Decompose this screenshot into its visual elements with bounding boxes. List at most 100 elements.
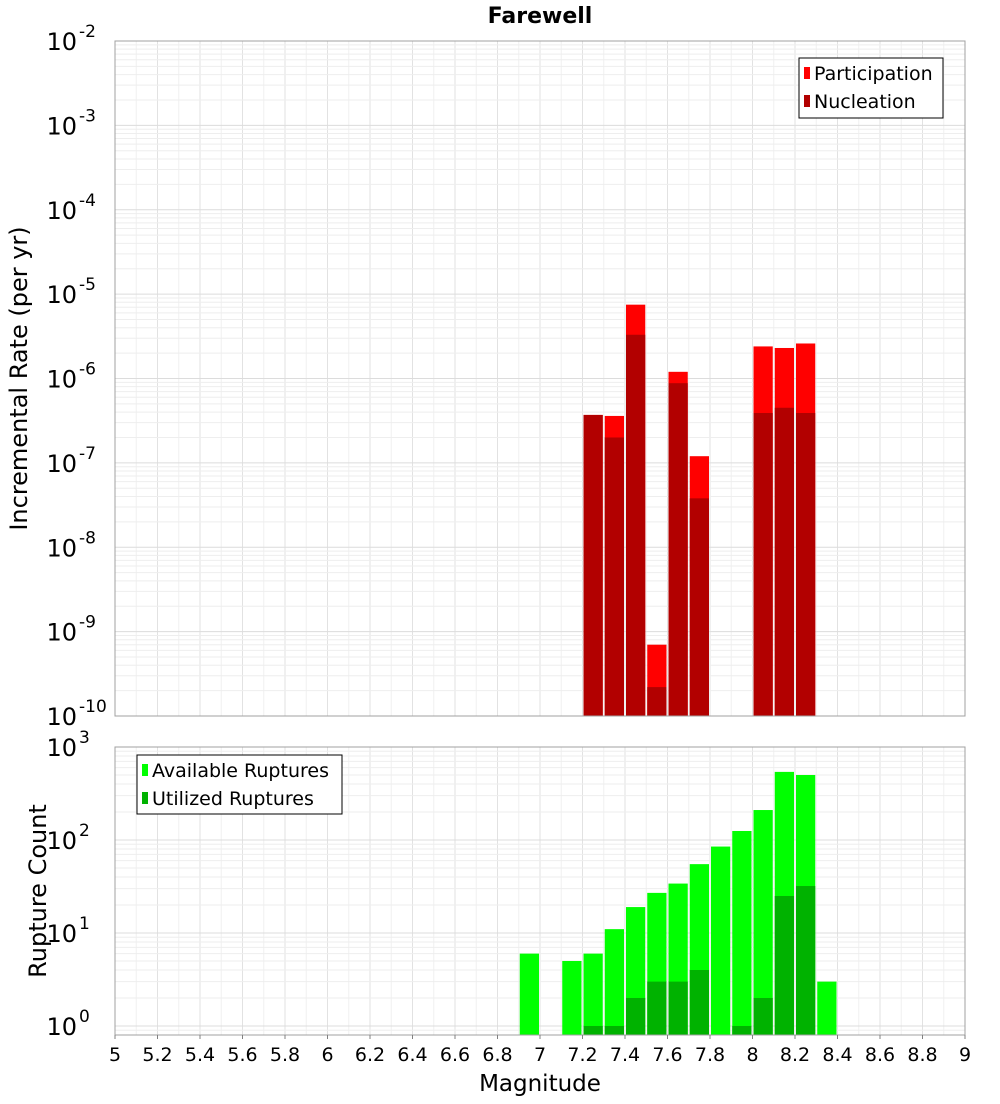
x-tick-label: 9 xyxy=(959,1044,971,1066)
y-tick-label: 10 xyxy=(46,734,77,762)
x-tick-label: 8 xyxy=(746,1044,758,1066)
bar-utilized-ruptures xyxy=(647,981,667,1035)
y-tick-exponent: -6 xyxy=(79,360,96,380)
y-tick-base: 10 xyxy=(46,534,77,562)
legend-label: Available Ruptures xyxy=(152,760,329,782)
y-tick-exponent: -4 xyxy=(79,191,96,211)
bar-nucleation xyxy=(796,413,816,716)
y-tick-base: 10 xyxy=(46,112,77,140)
y-tick-base: 10 xyxy=(46,920,77,948)
y-tick-label: 10 xyxy=(46,450,77,478)
chart-title: Farewell xyxy=(488,4,593,29)
x-tick-label: 6.6 xyxy=(440,1044,470,1066)
y-tick-label: 10 xyxy=(46,112,77,140)
bar-utilized-ruptures xyxy=(626,997,646,1035)
bar-nucleation xyxy=(647,687,667,716)
y-tick-exponent: 2 xyxy=(79,821,90,841)
y-tick-exponent: 3 xyxy=(79,728,90,748)
x-tick-label: 6.8 xyxy=(482,1044,512,1066)
y-tick-exponent: -9 xyxy=(79,613,96,633)
x-axis-label: Magnitude xyxy=(479,1071,601,1097)
bar-utilized-ruptures xyxy=(604,1025,624,1035)
bar-available-ruptures xyxy=(817,981,837,1035)
legend-label: Participation xyxy=(814,63,933,85)
x-tick-label: 5.2 xyxy=(142,1044,172,1066)
bar-available-ruptures xyxy=(711,846,731,1035)
bar-nucleation xyxy=(774,407,794,716)
y-tick-label: 10 xyxy=(46,920,77,948)
legend-label: Nucleation xyxy=(814,91,916,113)
y-tick-exponent: -5 xyxy=(79,275,96,295)
bar-available-ruptures xyxy=(753,810,773,1035)
bar-nucleation xyxy=(689,498,709,716)
chart-panel-1: 10-210-310-410-510-610-710-810-910 -10Inc… xyxy=(5,4,966,731)
bar-utilized-ruptures xyxy=(583,1025,603,1035)
y-tick-base: 10 xyxy=(46,366,77,394)
y-tick-label: 10 xyxy=(46,534,77,562)
y-tick-base: 10 xyxy=(46,450,77,478)
legend-swatch xyxy=(804,95,810,107)
y-tick-label: 10 xyxy=(46,28,77,56)
y-tick-label: 10 xyxy=(46,366,77,394)
y-tick-label: 10 xyxy=(46,619,77,647)
x-tick-label: 8.8 xyxy=(907,1044,937,1066)
x-tick-label: 7.8 xyxy=(695,1044,725,1066)
x-tick-label: 8.2 xyxy=(780,1044,810,1066)
y-tick-base: 10 xyxy=(46,281,77,309)
x-tick-label: 6.2 xyxy=(355,1044,385,1066)
legend-label: Utilized Ruptures xyxy=(152,788,314,810)
legend-box xyxy=(798,57,944,119)
x-tick-label: 5 xyxy=(109,1044,121,1066)
bar-utilized-ruptures xyxy=(689,969,709,1035)
x-tick-label: 6.4 xyxy=(397,1044,427,1066)
bar-nucleation xyxy=(626,334,646,716)
bar-nucleation xyxy=(583,414,603,716)
legend-swatch xyxy=(142,792,148,804)
y-tick-label: 10 xyxy=(46,197,77,225)
x-tick-label: 7.2 xyxy=(567,1044,597,1066)
y-tick-exponent: -7 xyxy=(79,444,96,464)
x-tick-label: 7.4 xyxy=(610,1044,640,1066)
legend-swatch xyxy=(804,67,810,79)
bar-available-ruptures xyxy=(562,960,582,1035)
x-tick-label: 5.8 xyxy=(270,1044,300,1066)
legend-swatch xyxy=(142,764,148,776)
y-tick-exponent: -10 xyxy=(79,697,107,717)
legend-box xyxy=(136,754,343,815)
x-tick-label: 7.6 xyxy=(652,1044,682,1066)
legend: Participation Nucleation xyxy=(798,57,944,119)
x-tick-label: 6 xyxy=(321,1044,333,1066)
y-tick-label: 10 xyxy=(46,827,77,855)
y-axis-label: Incremental Rate (per yr) xyxy=(5,226,33,530)
y-axis-label: Rupture Count xyxy=(24,804,52,978)
y-tick-exponent: -2 xyxy=(79,22,96,42)
y-tick-exponent: 0 xyxy=(79,1007,90,1027)
bar-utilized-ruptures xyxy=(753,997,773,1035)
y-tick-label: 10 xyxy=(46,281,77,309)
bar-available-ruptures xyxy=(583,953,603,1035)
bar-utilized-ruptures xyxy=(668,981,688,1035)
y-tick-label: 10 xyxy=(46,703,77,731)
bar-utilized-ruptures xyxy=(732,1025,752,1035)
x-tick-label: 5.6 xyxy=(227,1044,257,1066)
x-tick-label: 5.4 xyxy=(185,1044,215,1066)
y-tick-exponent: -3 xyxy=(79,106,96,126)
y-tick-base: 10 xyxy=(46,703,77,731)
bar-utilized-ruptures xyxy=(774,895,794,1035)
bar-nucleation xyxy=(604,437,624,716)
y-tick-base: 10 xyxy=(46,734,77,762)
bar-nucleation xyxy=(753,413,773,716)
bar-available-ruptures xyxy=(604,929,624,1035)
bar-available-ruptures xyxy=(732,830,752,1035)
y-tick-base: 10 xyxy=(46,827,77,855)
bar-nucleation xyxy=(668,383,688,716)
x-tick-label: 8.6 xyxy=(865,1044,895,1066)
x-tick-label: 7 xyxy=(534,1044,546,1066)
y-tick-base: 10 xyxy=(46,197,77,225)
y-tick-exponent: -8 xyxy=(79,528,96,548)
y-tick-exponent: 1 xyxy=(79,914,90,934)
x-tick-label: 8.4 xyxy=(822,1044,852,1066)
